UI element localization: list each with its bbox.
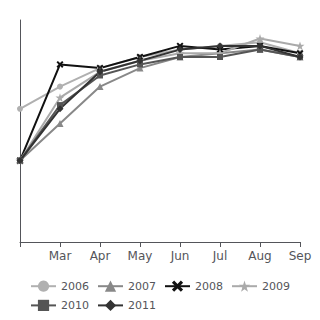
svg-text:2011: 2011 [128,299,156,312]
svg-text:Jun: Jun [170,249,190,263]
svg-text:Jul: Jul [212,249,227,263]
svg-text:Apr: Apr [90,249,111,263]
svg-text:Mar: Mar [49,249,72,263]
svg-text:2007: 2007 [128,280,156,293]
svg-text:May: May [128,249,153,263]
svg-text:2008: 2008 [195,280,223,293]
svg-text:Sep: Sep [289,249,312,263]
svg-text:2010: 2010 [61,299,89,312]
svg-text:2006: 2006 [61,280,89,293]
svg-text:Aug: Aug [248,249,271,263]
svg-text:2009: 2009 [262,280,290,293]
